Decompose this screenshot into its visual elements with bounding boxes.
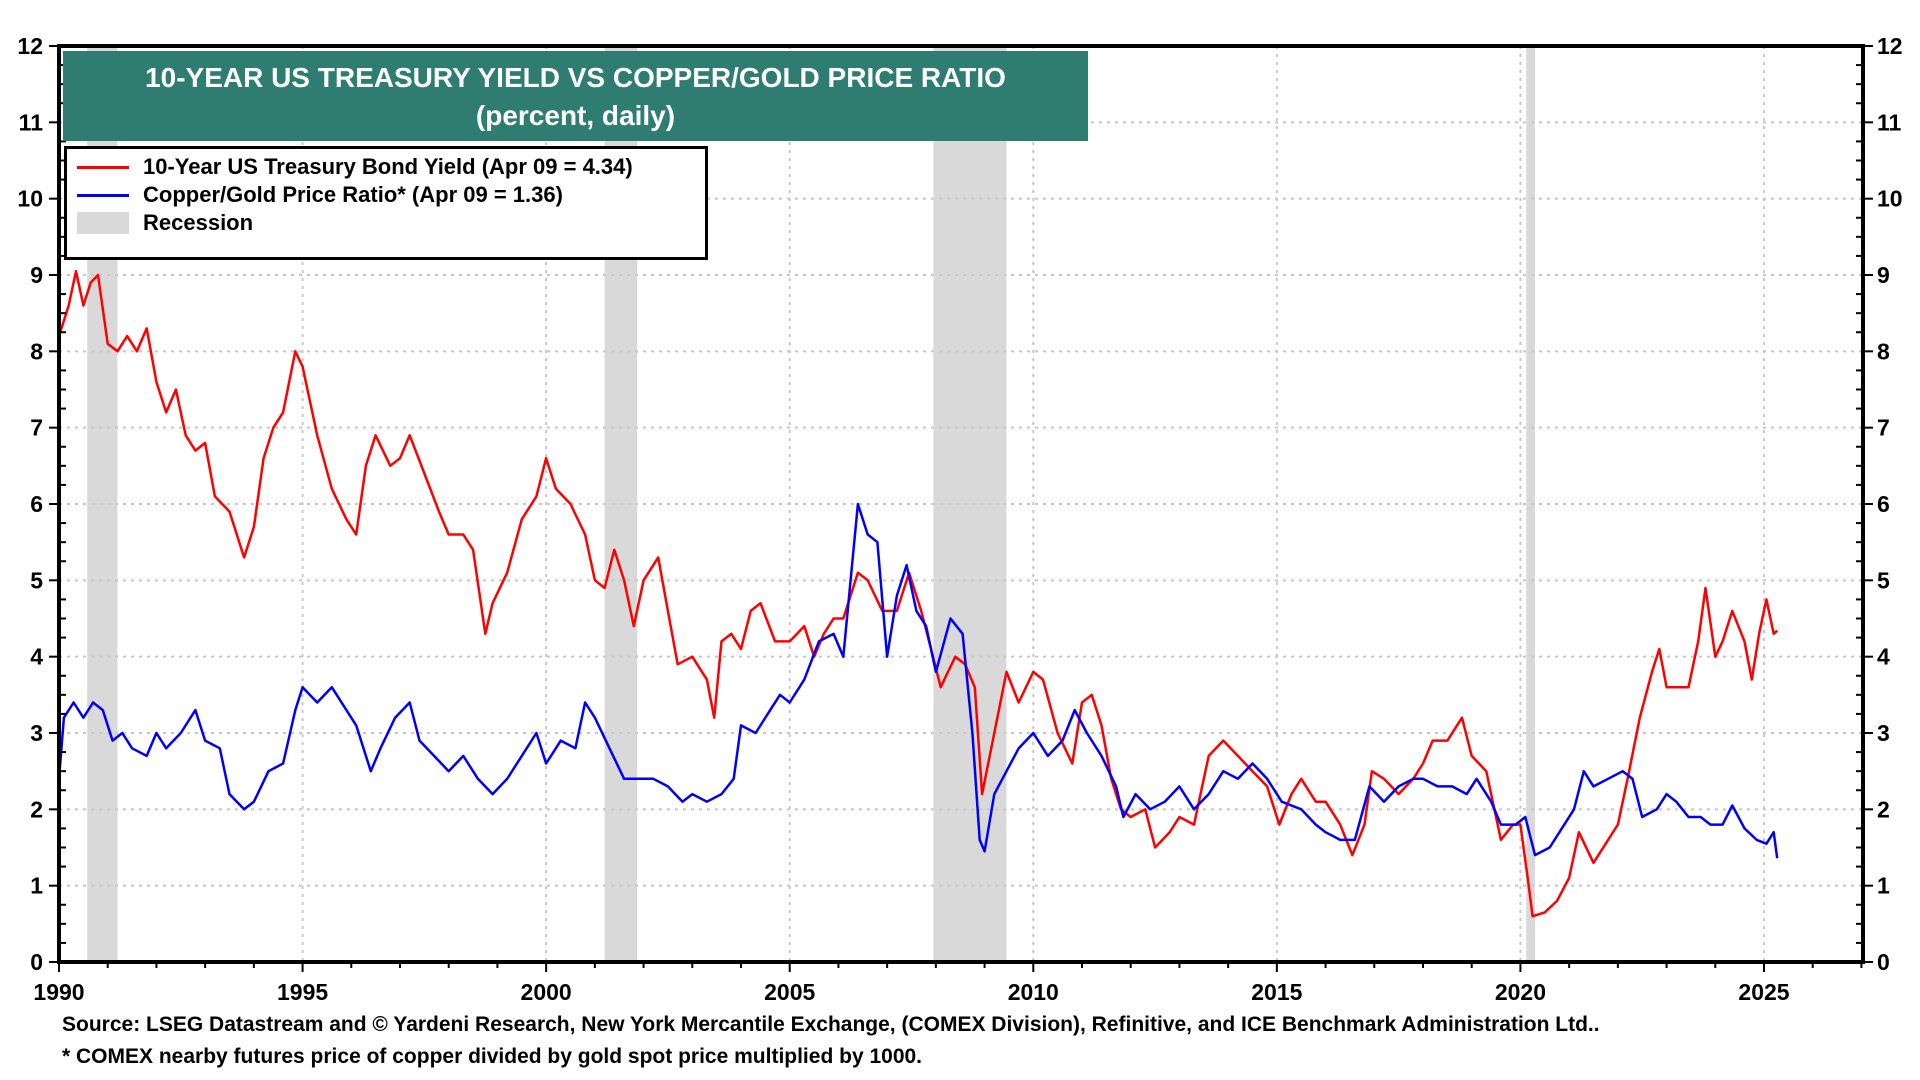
recession-band [933,46,1007,962]
y-tick-label-right: 1 [1877,873,1890,899]
y-tick-label-left: 2 [30,796,43,822]
footnote: * COMEX nearby futures price of copper d… [62,1045,923,1068]
y-tick-label-right: 8 [1877,338,1890,364]
x-tick-label: 1990 [33,979,84,1005]
x-tick-label: 2015 [1251,979,1302,1005]
y-tick-label-right: 7 [1877,415,1890,441]
y-tick-label-left: 3 [30,720,43,746]
legend-label-ratio: Copper/Gold Price Ratio* (Apr 09 = 1.36) [143,182,563,207]
chart-title: 10-YEAR US TREASURY YIELD VS COPPER/GOLD… [145,62,1006,93]
y-tick-label-right: 4 [1877,644,1890,670]
legend-item-yield: 10-Year US Treasury Bond Yield (Apr 09 =… [77,153,633,181]
series-line-copper-gold-ratio [57,502,1779,859]
y-tick-label-right: 0 [1877,949,1890,975]
series-lines [57,269,1779,918]
legend-item-recession: Recession [77,209,253,237]
chart-subtitle: (percent, daily) [475,100,676,131]
legend-label-recession: Recession [143,210,254,235]
x-tick-label: 2025 [1738,979,1789,1005]
legend-item-ratio: Copper/Gold Price Ratio* (Apr 09 = 1.36) [77,181,563,209]
y-tick-label-right: 2 [1877,796,1890,822]
legend-swatch-yield [77,165,129,169]
legend-swatch-ratio [77,193,129,197]
y-tick-label-left: 6 [30,491,43,517]
y-tick-label-right: 9 [1877,262,1890,288]
y-tick-label-left: 10 [17,186,43,212]
legend: 10-Year US Treasury Bond Yield (Apr 09 =… [64,146,708,260]
x-tick-label: 2010 [1008,979,1059,1005]
legend-swatch-recession [77,212,129,234]
y-tick-label-right: 6 [1877,491,1890,517]
x-tick-label: 2000 [521,979,572,1005]
y-tick-label-right: 12 [1877,33,1903,59]
y-tick-label-left: 5 [30,567,43,593]
y-tick-label-left: 4 [30,644,43,670]
y-tick-label-right: 5 [1877,567,1890,593]
x-tick-label: 2005 [764,979,815,1005]
legend-label-yield: 10-Year US Treasury Bond Yield (Apr 09 =… [143,154,633,179]
series-line-yield [57,269,1779,918]
y-tick-label-left: 1 [30,873,43,899]
y-tick-label-right: 3 [1877,720,1890,746]
y-tick-label-left: 8 [30,338,43,364]
y-tick-label-right: 10 [1877,186,1903,212]
recession-band [1526,46,1536,962]
y-tick-label-left: 0 [30,949,43,975]
y-tick-label-left: 7 [30,415,43,441]
x-tick-label: 1995 [277,979,328,1005]
chart-title-box: 10-YEAR US TREASURY YIELD VS COPPER/GOLD… [63,51,1088,141]
y-tick-label-left: 9 [30,262,43,288]
y-tick-label-right: 11 [1877,109,1902,135]
y-tick-label-left: 11 [19,109,44,135]
x-tick-label: 2020 [1495,979,1546,1005]
source-note: Source: LSEG Datastream and © Yardeni Re… [62,1013,1600,1036]
y-tick-label-left: 12 [17,33,43,59]
